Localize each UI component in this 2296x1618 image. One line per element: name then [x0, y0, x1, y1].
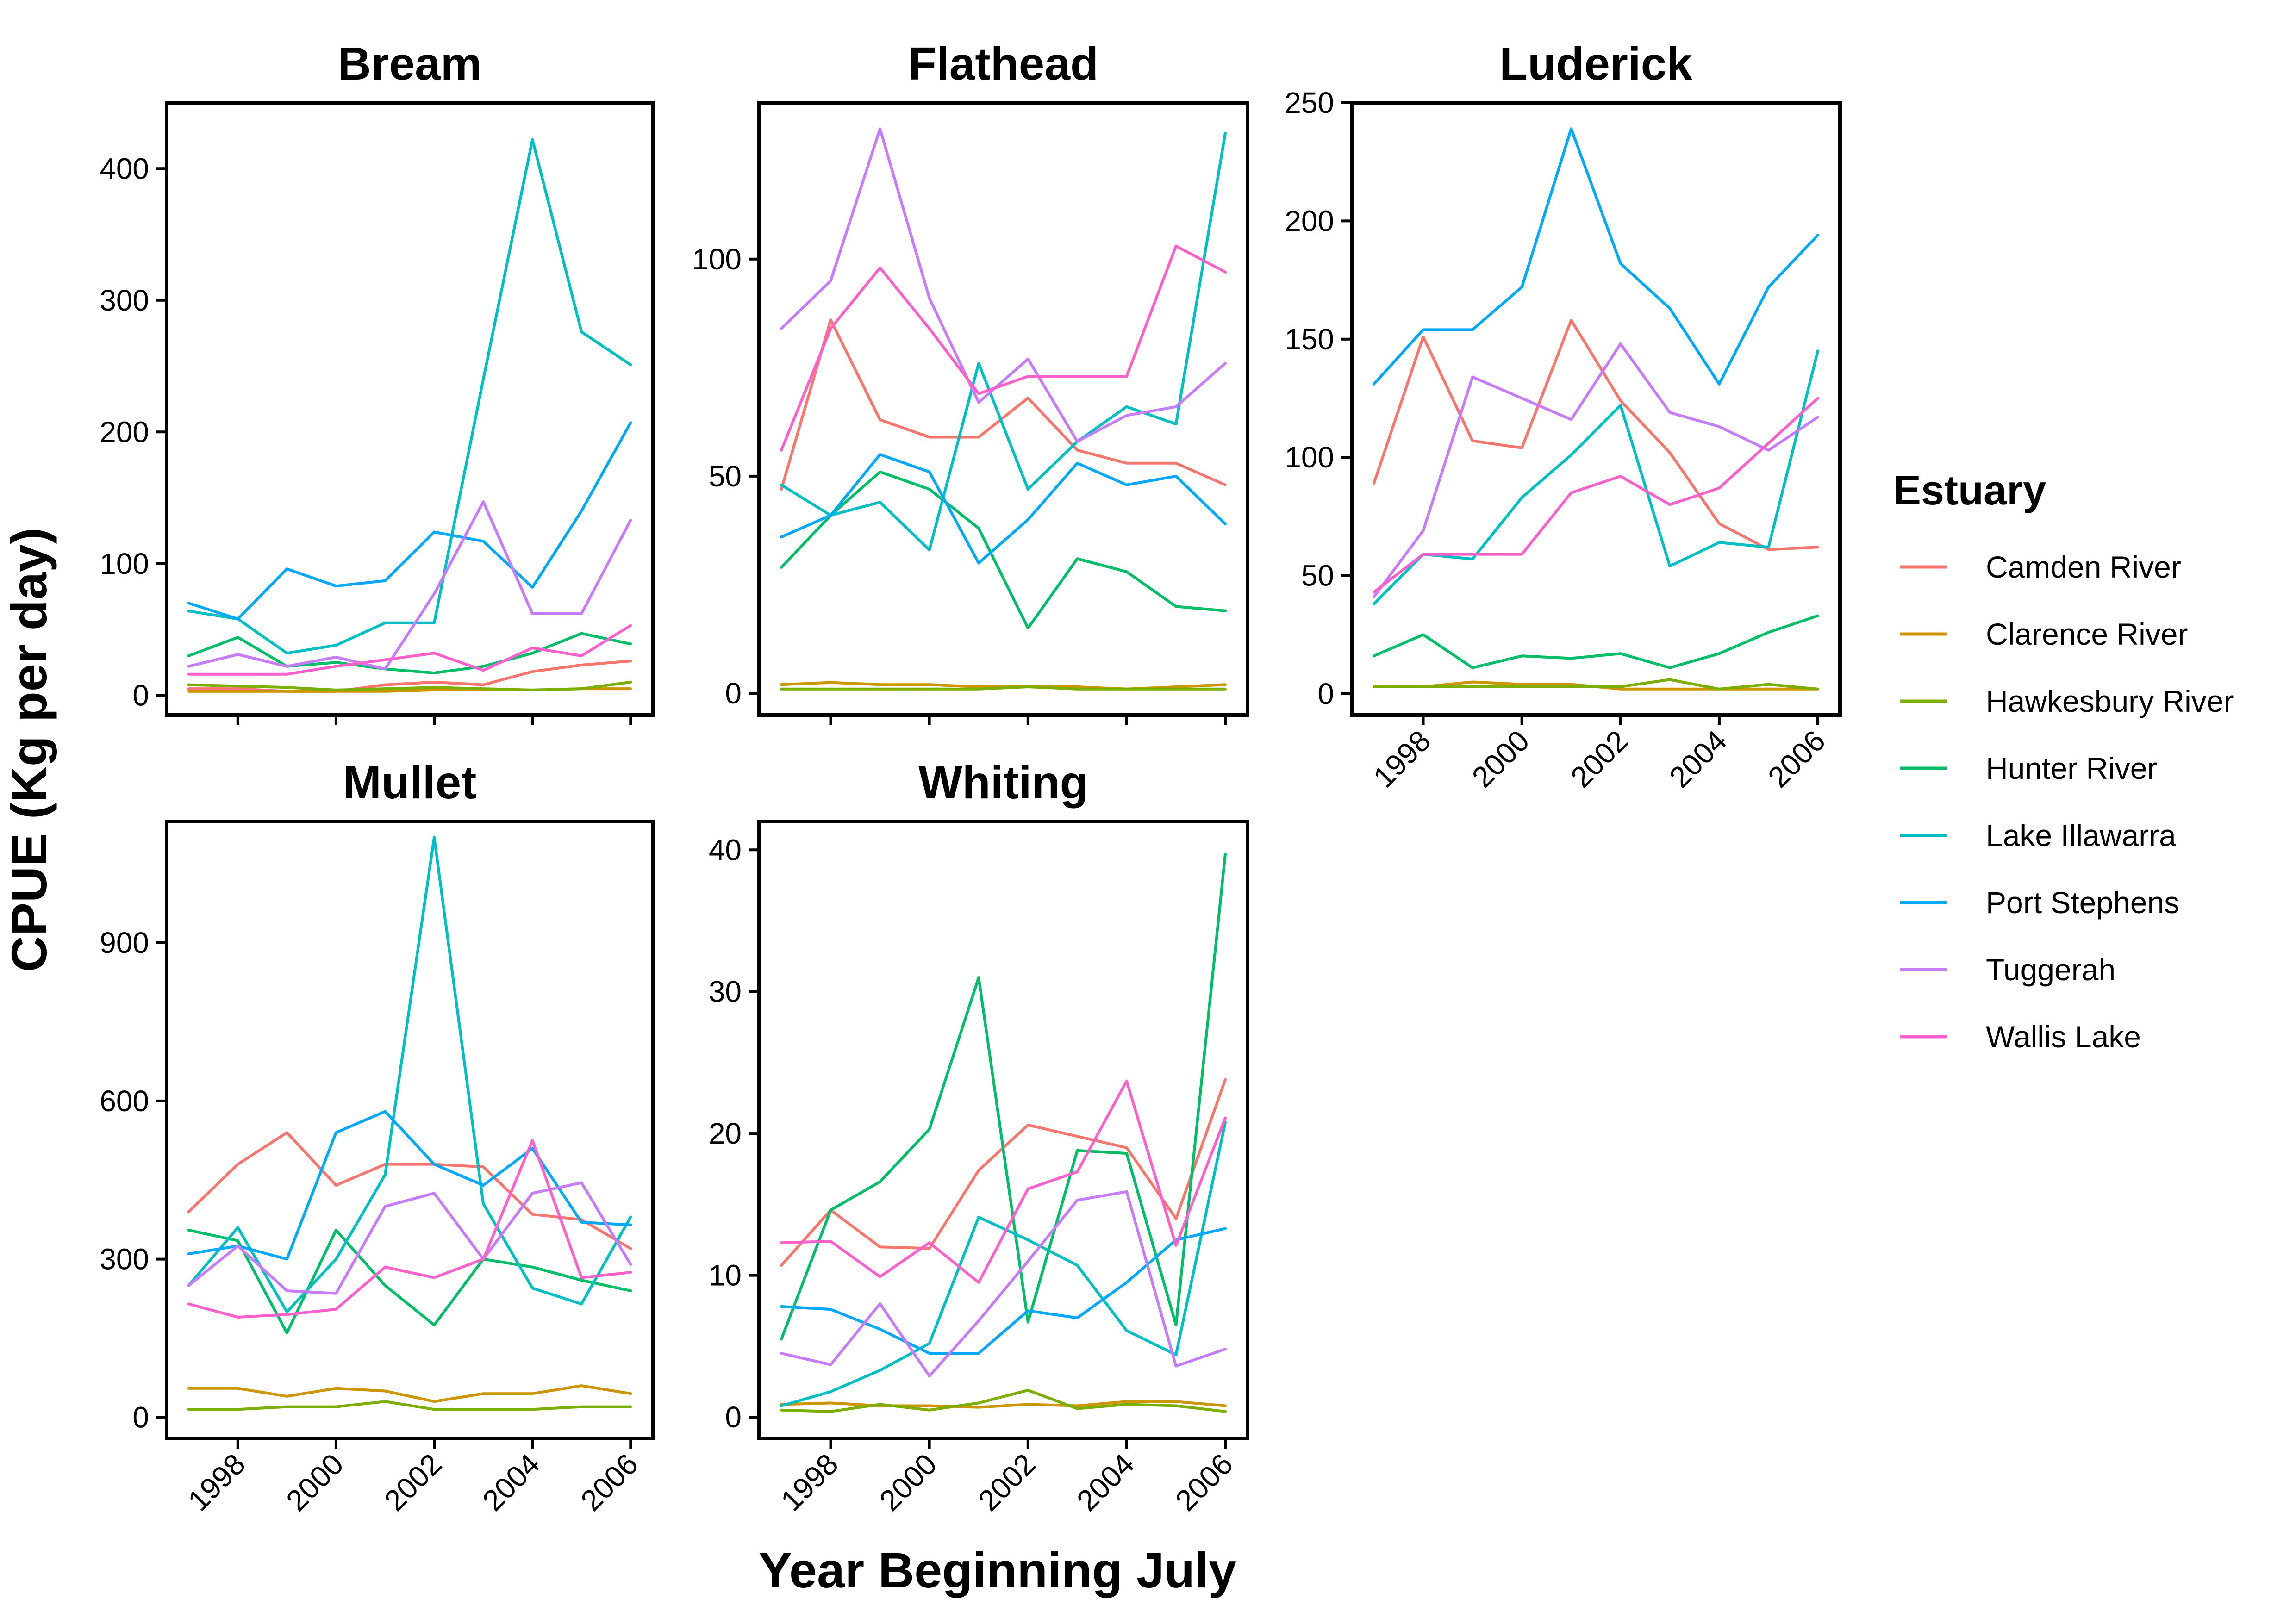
series-line-camden-river — [1373, 318, 1819, 551]
series-line-hawkesbury-river — [187, 1400, 632, 1411]
y-tick-label-whiting: 30 — [709, 975, 742, 1008]
x-axis-title: Year Beginning July — [759, 1542, 1236, 1598]
y-tick-label-bream: 100 — [100, 547, 149, 580]
legend-label-clarence-river: Clarence River — [1986, 617, 2188, 651]
y-tick-label-bream: 200 — [100, 415, 149, 448]
panel-border-whiting — [757, 820, 1249, 1440]
series-line-wallis-lake — [780, 1079, 1227, 1284]
y-tick-label-flathead: 50 — [709, 460, 742, 493]
series-line-hawkesbury-river — [780, 685, 1227, 691]
y-tick-label-flathead: 0 — [725, 677, 742, 710]
series-line-hunter-river — [187, 632, 632, 674]
legend-items: Camden River Clarence River Hawkesbury Riv… — [1900, 550, 2234, 1054]
y-tick-label-flathead: 100 — [692, 243, 742, 276]
legend: Estuary Camden River Clarence River Hawkes… — [1893, 467, 2234, 1054]
series-line-port-stephens — [780, 453, 1227, 565]
y-tick-label-luderick: 250 — [1285, 86, 1334, 119]
y-tick-label-luderick: 0 — [1317, 677, 1334, 710]
y-tick-label-whiting: 0 — [725, 1400, 742, 1434]
panel-title-bream: Bream — [337, 38, 481, 90]
legend-label-tuggerah: Tuggerah — [1986, 952, 2115, 987]
series-line-hawkesbury-river — [187, 680, 632, 691]
series-line-hunter-river — [1373, 614, 1819, 669]
y-tick-label-luderick: 200 — [1285, 204, 1334, 237]
panel-title-whiting: Whiting — [918, 757, 1088, 809]
series-line-hunter-river — [187, 1229, 632, 1335]
series-line-port-stephens — [780, 1227, 1227, 1355]
series-line-hawkesbury-river — [1373, 678, 1819, 691]
series-line-lake-illawarra — [780, 131, 1227, 552]
panel-title-luderick: Luderick — [1499, 38, 1692, 90]
legend-label-hunter-river: Hunter River — [1986, 751, 2157, 785]
series-line-wallis-lake — [780, 244, 1227, 452]
series-line-tuggerah — [780, 1190, 1227, 1378]
panel-border-luderick — [1350, 101, 1842, 717]
series-line-lake-illawarra — [1373, 349, 1819, 605]
legend-label-lake-illawarra: Lake Illawarra — [1986, 818, 2176, 853]
y-tick-label-mullet: 0 — [132, 1400, 149, 1434]
panel-bream: Bream 0 100 200 300 400 — [100, 38, 655, 725]
series-line-tuggerah — [187, 500, 632, 671]
y-tick-label-bream: 300 — [100, 284, 149, 317]
series-line-camden-river — [780, 318, 1227, 491]
legend-label-hawkesbury-river: Hawkesbury River — [1986, 684, 2234, 718]
series-line-wallis-lake — [187, 1139, 632, 1319]
legend-label-wallis-lake: Wallis Lake — [1986, 1020, 2141, 1054]
series-line-tuggerah — [187, 1181, 632, 1295]
y-tick-label-luderick: 50 — [1301, 559, 1334, 592]
y-tick-label-luderick: 150 — [1285, 323, 1334, 356]
y-tick-label-bream: 400 — [100, 152, 149, 185]
series-line-port-stephens — [187, 421, 632, 621]
legend-label-port-stephens: Port Stephens — [1986, 885, 2179, 920]
series-line-clarence-river — [187, 1384, 632, 1403]
series-line-hunter-river — [780, 853, 1227, 1341]
y-tick-label-mullet: 600 — [100, 1084, 149, 1118]
panel-title-flathead: Flathead — [908, 38, 1098, 90]
series-line-tuggerah — [780, 127, 1227, 443]
y-tick-label-mullet: 300 — [100, 1243, 149, 1276]
series-line-wallis-lake — [1373, 397, 1819, 594]
y-tick-label-whiting: 40 — [709, 833, 742, 866]
series-line-hunter-river — [780, 470, 1227, 630]
y-axis-title: CPUE (Kg per day) — [1, 528, 57, 972]
legend-label-camden-river: Camden River — [1986, 550, 2181, 584]
series-line-lake-illawarra — [187, 138, 632, 655]
series-line-wallis-lake — [187, 624, 632, 676]
panel-border-bream — [165, 101, 655, 717]
series-line-port-stephens — [1373, 127, 1819, 386]
series-line-tuggerah — [1373, 342, 1819, 598]
y-tick-label-mullet: 900 — [100, 926, 149, 959]
series-line-hawkesbury-river — [780, 1388, 1227, 1413]
panel-title-mullet: Mullet — [343, 757, 477, 809]
y-tick-label-whiting: 20 — [709, 1117, 742, 1150]
series-line-clarence-river — [780, 1400, 1227, 1409]
panel-flathead: Flathead 0 50 100 — [692, 38, 1249, 725]
y-tick-label-whiting: 10 — [709, 1259, 742, 1292]
series-line-lake-illawarra — [780, 1120, 1227, 1407]
series-line-port-stephens — [187, 1110, 632, 1261]
y-tick-label-luderick: 100 — [1285, 441, 1334, 474]
y-tick-label-bream: 0 — [132, 678, 149, 712]
panel-border-flathead — [757, 101, 1249, 717]
series-line-camden-river — [187, 1131, 632, 1250]
legend-title: Estuary — [1893, 467, 2046, 514]
panel-border-mullet — [165, 820, 655, 1440]
